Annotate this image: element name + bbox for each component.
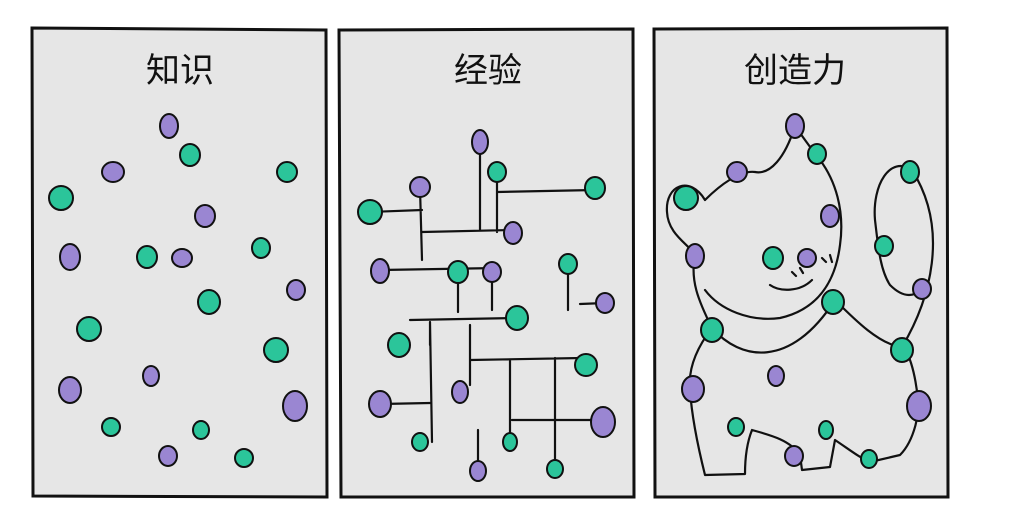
creativity-dot-green-18	[727, 417, 745, 437]
knowledge-dot-green-4	[276, 161, 298, 183]
panel-title-creativity: 创造力	[744, 51, 846, 91]
experience-dot-purple-7	[370, 258, 390, 284]
experience-dot-purple-1	[471, 129, 489, 155]
experience-dot-purple-9	[482, 261, 502, 283]
creativity-dot-purple-17	[906, 390, 932, 422]
experience-dot-purple-15	[451, 380, 469, 404]
experience-dot-purple-16	[368, 390, 392, 418]
creativity-dots	[673, 113, 932, 469]
knowledge-dot-purple-17	[282, 390, 308, 422]
experience-dot-purple-17	[590, 406, 616, 438]
creativity-dot-green-10	[874, 235, 894, 257]
knowledge-dot-purple-9	[171, 248, 193, 268]
experience-dot-purple-11	[595, 292, 615, 314]
knowledge-dot-purple-7	[59, 243, 81, 271]
creativity-dot-purple-1	[785, 113, 805, 139]
creativity-dot-purple-3	[726, 161, 748, 183]
knowledge-dot-purple-11	[286, 279, 306, 301]
knowledge-dot-green-8	[136, 245, 158, 269]
creativity-dot-green-5	[673, 185, 699, 211]
knowledge-dot-purple-15	[142, 365, 160, 387]
knowledge-dots	[48, 113, 308, 468]
experience-dot-purple-3	[409, 176, 431, 198]
panel-title-experience: 经验	[454, 51, 522, 91]
knowledge-dot-purple-16	[58, 376, 82, 404]
experience-dot-green-13	[387, 332, 411, 358]
knowledge-dot-green-18	[101, 417, 121, 437]
creativity-dot-green-4	[900, 160, 920, 184]
knowledge-dot-green-14	[263, 337, 289, 363]
cat-whiskers	[790, 253, 834, 278]
creativity-dot-purple-16	[681, 375, 705, 403]
experience-dot-green-2	[487, 161, 507, 183]
experience-dot-green-12	[505, 305, 529, 331]
knowledge-dot-green-13	[76, 316, 102, 342]
experience-dot-green-8	[447, 260, 469, 284]
creativity-dot-purple-6	[820, 204, 840, 228]
experience-dot-purple-6	[503, 221, 523, 245]
panel-title-knowledge: 知识	[146, 51, 214, 91]
knowledge-dot-green-5	[48, 185, 74, 211]
creativity-dot-green-13	[700, 317, 724, 343]
creativity-dot-green-14	[890, 337, 914, 363]
creativity-dot-green-21	[860, 449, 878, 469]
knowledge-dot-green-2	[179, 143, 201, 167]
knowledge-dot-green-19	[192, 420, 210, 440]
creativity-dot-purple-20	[784, 445, 804, 467]
knowledge-dot-green-12	[197, 289, 221, 315]
experience-dot-purple-20	[469, 460, 487, 482]
creativity-dot-green-8	[762, 246, 784, 270]
creativity-dot-green-19	[818, 420, 834, 440]
knowledge-dot-green-21	[234, 448, 254, 468]
knowledge-dot-purple-20	[158, 445, 178, 467]
experience-dot-green-18	[411, 432, 429, 452]
experience-dots	[357, 129, 616, 482]
experience-dot-green-5	[357, 199, 383, 225]
creativity-dot-green-2	[807, 143, 827, 165]
experience-dot-green-10	[558, 253, 578, 275]
creativity-dot-purple-9	[797, 248, 817, 268]
experience-dot-green-19	[502, 432, 518, 452]
experience-dot-green-14	[574, 353, 598, 377]
knowledge-dot-green-10	[251, 237, 271, 259]
creativity-dot-purple-11	[912, 278, 932, 300]
knowledge-dot-purple-3	[101, 161, 125, 183]
knowledge-dot-purple-1	[159, 113, 179, 139]
experience-dot-green-4	[584, 176, 606, 200]
creativity-dot-purple-15	[767, 365, 785, 387]
experience-network	[368, 140, 607, 472]
creativity-dot-purple-7	[685, 243, 705, 269]
experience-dot-green-21	[546, 459, 564, 479]
experience-wires	[368, 140, 607, 472]
knowledge-dot-purple-6	[194, 204, 216, 228]
creativity-dot-green-12	[821, 289, 845, 315]
